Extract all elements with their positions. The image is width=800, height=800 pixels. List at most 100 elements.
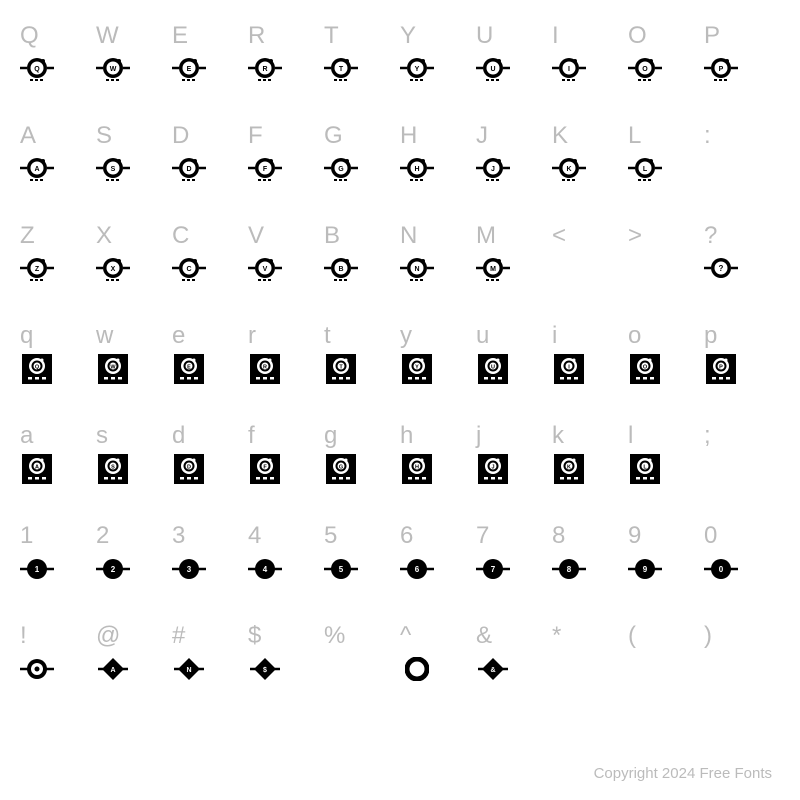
glyph: 0 [704,554,738,584]
glyph [20,654,54,684]
char-label: 3 [172,518,185,554]
char-label: X [96,218,112,254]
svg-text:A: A [110,667,115,674]
svg-text:A: A [34,166,39,173]
char-label: w [96,318,113,354]
glyph: B [324,254,358,284]
glyph: & [476,654,510,684]
svg-text:S: S [111,465,115,471]
svg-text:U: U [491,365,495,371]
glyph: A [20,454,54,484]
glyph: M [476,254,510,284]
char-label: ; [704,418,711,454]
char-label: $ [248,618,261,654]
glyph: A [96,654,130,684]
svg-text:W: W [110,365,116,371]
svg-text:F: F [263,166,268,173]
glyph: P [704,354,738,384]
char-label: J [476,118,488,154]
svg-text:J: J [491,166,495,173]
glyph: 9 [628,554,662,584]
svg-text:S: S [111,166,116,173]
char-cell: 6 6 [400,518,476,618]
glyph: S [96,154,130,184]
glyph: Y [400,354,434,384]
char-cell: $ $ [248,618,324,718]
char-label: Z [20,218,35,254]
glyph: Z [20,254,54,284]
char-cell: i I [552,318,628,418]
char-cell: w W [96,318,172,418]
char-label: F [248,118,263,154]
char-cell: 1 1 [20,518,96,618]
glyph: S [96,454,130,484]
svg-text:3: 3 [187,565,192,574]
glyph: E [172,54,206,84]
char-label: Q [20,18,39,54]
svg-text:P: P [719,365,723,371]
svg-text:4: 4 [263,565,268,574]
svg-text:0: 0 [719,565,724,574]
char-cell: Y Y [400,18,476,118]
svg-text:Q: Q [34,66,40,73]
glyph: K [552,454,586,484]
glyph [552,654,586,684]
char-cell: 0 0 [704,518,780,618]
svg-text:A: A [35,465,39,471]
char-label: V [248,218,264,254]
svg-text:C: C [186,266,191,273]
svg-text:G: G [338,166,344,173]
char-cell: X X [96,218,172,318]
svg-text:8: 8 [567,565,572,574]
char-label: G [324,118,343,154]
char-label: 5 [324,518,337,554]
char-label: O [628,18,647,54]
svg-text:H: H [415,465,419,471]
char-label: U [476,18,493,54]
char-label: ^ [400,618,411,654]
glyph: F [248,454,282,484]
char-cell: % [324,618,400,718]
char-cell: ? ? [704,218,780,318]
char-label: 4 [248,518,261,554]
char-label: & [476,618,492,654]
char-label: f [248,418,255,454]
glyph: E [172,354,206,384]
char-label: H [400,118,417,154]
glyph [324,654,358,684]
char-cell: R R [248,18,324,118]
char-cell: 2 2 [96,518,172,618]
glyph: 5 [324,554,358,584]
char-label: ? [704,218,717,254]
char-label: j [476,418,481,454]
svg-text:1: 1 [35,565,40,574]
char-cell: ( [628,618,704,718]
char-cell: D D [172,118,248,218]
glyph: U [476,54,510,84]
char-cell: N N [400,218,476,318]
char-label: ( [628,618,636,654]
char-cell: : [704,118,780,218]
svg-text:M: M [490,266,496,273]
glyph: O [628,354,662,384]
svg-text:D: D [186,166,191,173]
glyph: Q [20,354,54,384]
glyph: W [96,354,130,384]
char-cell: s S [96,418,172,518]
glyph: L [628,154,662,184]
glyph: 3 [172,554,206,584]
svg-text:P: P [719,66,724,73]
char-label: 2 [96,518,109,554]
char-label: 7 [476,518,489,554]
char-cell: M M [476,218,552,318]
svg-text:2: 2 [111,565,116,574]
char-label: S [96,118,112,154]
glyph: Y [400,54,434,84]
char-label: M [476,218,496,254]
char-label: a [20,418,33,454]
char-cell: g G [324,418,400,518]
char-label: d [172,418,185,454]
glyph: J [476,154,510,184]
char-label: r [248,318,256,354]
svg-text:U: U [490,66,495,73]
